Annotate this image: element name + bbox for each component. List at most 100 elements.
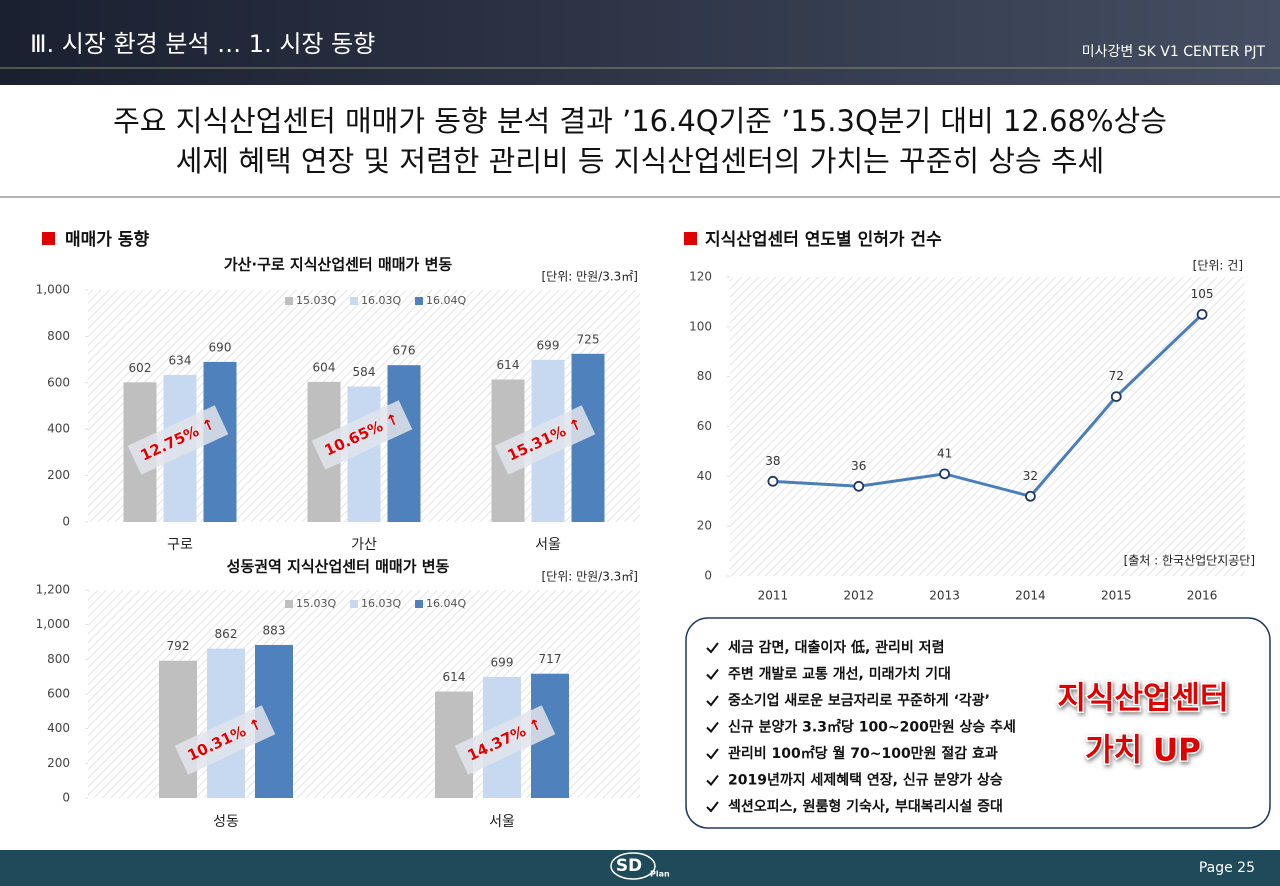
data-label: 699 xyxy=(491,655,514,669)
bullet: 섹션오피스, 원룸형 기숙사, 부대복리시설 증대 xyxy=(728,798,1003,815)
bullet-box xyxy=(685,617,1271,829)
chart-title: 가산·구로 지식산업센터 매매가 변동 xyxy=(224,256,453,274)
logo-sub: Plan xyxy=(650,870,670,879)
legend-swatch xyxy=(285,297,293,305)
legend-label: 16.03Q xyxy=(361,597,401,610)
annotation-box xyxy=(127,405,229,475)
y-tick-label: 400 xyxy=(47,422,70,436)
header-project: 미사강변 SK V1 CENTER PJT xyxy=(1082,44,1266,60)
legend-swatch xyxy=(285,600,293,608)
legend-label: 15.03Q xyxy=(296,294,336,307)
bullet: 주변 개발로 교통 개선, 미래가치 기대 xyxy=(728,666,951,683)
bullet: 신규 분양가 3.3㎡당 100~200만원 상승 추세 xyxy=(728,719,1016,736)
x-tick-label: 성동 xyxy=(213,814,239,830)
headline: 세제 혜택 연장 및 저렴한 관리비 등 지식산업센터의 가치는 꾸준히 상승 … xyxy=(176,144,1104,178)
point xyxy=(1196,308,1208,320)
headline: 주요 지식산업센터 매매가 동향 분석 결과 ’16.4Q기준 ’15.3Q분기… xyxy=(113,104,1167,138)
section-title: 지식산업센터 연도별 인허가 건수 xyxy=(705,230,942,250)
data-label: 717 xyxy=(539,652,562,666)
x-tick-label: 2016 xyxy=(1187,589,1218,603)
data-label: 105 xyxy=(1191,287,1214,301)
data-label: 634 xyxy=(169,353,192,367)
unit-label: [단위: 만원/3.3㎡] xyxy=(541,270,638,284)
x-tick-label: 서울 xyxy=(489,814,515,830)
y-tick-label: 1,200 xyxy=(36,583,70,597)
line xyxy=(772,313,1204,498)
data-label: 614 xyxy=(497,358,520,372)
legend-swatch xyxy=(350,600,358,608)
data-label: 32 xyxy=(1023,469,1038,483)
callout: 가치 UP xyxy=(1085,733,1201,769)
x-tick-label: 2015 xyxy=(1101,589,1132,603)
x-tick-label: 2012 xyxy=(843,589,874,603)
y-tick-label: 1,000 xyxy=(36,617,70,631)
x-tick-label: 2013 xyxy=(929,589,960,603)
data-label: 602 xyxy=(129,361,152,375)
x-tick-label: 가산 xyxy=(351,537,377,553)
bullet: 2019년까지 세제혜택 연장, 신규 분양가 상승 xyxy=(728,772,1003,789)
header-title: Ⅲ. 시장 환경 분석 … 1. 시장 동향 xyxy=(30,30,375,58)
section-title: 매매가 동향 xyxy=(65,229,149,250)
header-band xyxy=(0,0,1280,85)
data-label: 72 xyxy=(1109,369,1124,383)
data-label: 38 xyxy=(765,454,780,468)
check-icon xyxy=(706,774,719,787)
bullet: 세금 감면, 대출이자 低, 관리비 저렴 xyxy=(728,639,944,656)
data-label: 676 xyxy=(393,344,416,358)
point xyxy=(939,468,950,480)
x-tick-label: 2011 xyxy=(758,589,789,603)
y-tick-label: 800 xyxy=(47,329,70,343)
plot-area xyxy=(730,277,1245,576)
callout: 지식산업센터 xyxy=(1057,681,1228,717)
bullet: 중소기업 새로운 보금자리로 꾸준하게 ‘각광’ xyxy=(728,692,990,709)
data-label: 699 xyxy=(537,338,560,352)
check-icon xyxy=(706,695,719,707)
y-tick-label: 60 xyxy=(697,419,712,433)
unit-label: [단위: 건] xyxy=(1193,259,1243,273)
check-icon xyxy=(706,721,719,734)
y-tick-label: 800 xyxy=(47,652,70,666)
point xyxy=(1110,391,1122,403)
legend-label: 16.03Q xyxy=(361,294,401,307)
y-tick-label: 0 xyxy=(62,515,70,529)
chart-title: 성동권역 지식산업센터 매매가 변동 xyxy=(227,558,450,576)
point xyxy=(767,475,779,487)
bullet: 관리비 100㎡당 월 70~100만원 절감 효과 xyxy=(728,745,998,762)
check-icon xyxy=(706,801,719,813)
legend-label: 15.03Q xyxy=(296,597,336,610)
check-icon xyxy=(706,668,719,681)
legend-label: 16.04Q xyxy=(426,597,466,610)
bar xyxy=(159,660,197,798)
data-label: 604 xyxy=(313,360,336,374)
legend-swatch xyxy=(415,297,423,305)
annotation-box xyxy=(174,705,276,775)
y-tick-label: 80 xyxy=(697,369,712,383)
footer-band xyxy=(0,850,1280,886)
legend-swatch xyxy=(415,600,423,608)
annotation-box xyxy=(311,400,413,470)
check-icon xyxy=(706,642,719,654)
y-tick-label: 1,000 xyxy=(36,283,70,297)
page-number: Page 25 xyxy=(1199,860,1255,876)
y-tick-label: 0 xyxy=(704,569,712,583)
annotation-box xyxy=(494,405,596,475)
point xyxy=(853,480,865,492)
section-marker xyxy=(42,232,55,245)
x-tick-label: 서울 xyxy=(535,537,561,553)
y-tick-label: 40 xyxy=(697,469,712,483)
data-label: 862 xyxy=(215,627,238,641)
data-label: 36 xyxy=(851,459,866,473)
y-tick-label: 100 xyxy=(689,319,712,333)
y-tick-label: 200 xyxy=(47,756,70,770)
y-tick-label: 0 xyxy=(62,791,70,805)
legend-label: 16.04Q xyxy=(426,294,466,307)
data-label: 584 xyxy=(353,365,376,379)
legend-swatch xyxy=(350,297,358,305)
data-label: 883 xyxy=(263,623,286,637)
section-marker xyxy=(684,232,697,245)
y-tick-label: 400 xyxy=(47,721,70,735)
x-tick-label: 2014 xyxy=(1015,589,1046,603)
y-tick-label: 200 xyxy=(47,468,70,482)
data-label: 614 xyxy=(443,670,466,684)
